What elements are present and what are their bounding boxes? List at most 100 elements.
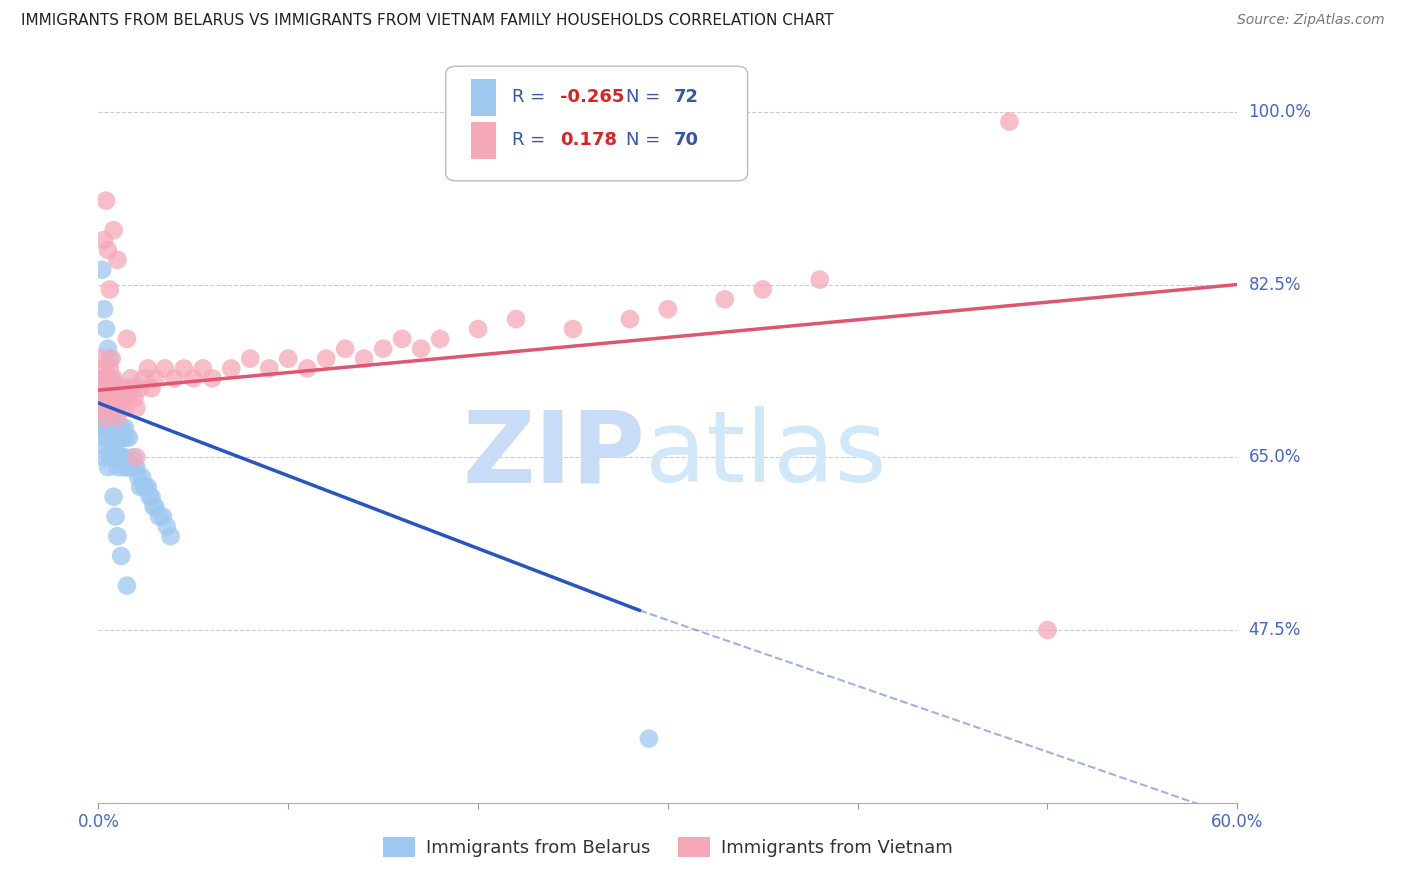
Text: atlas: atlas xyxy=(645,407,887,503)
Point xyxy=(93,450,115,465)
Point xyxy=(138,490,160,504)
Point xyxy=(103,490,125,504)
Point xyxy=(98,283,121,297)
Point xyxy=(118,431,141,445)
Text: N =: N = xyxy=(626,131,665,149)
Point xyxy=(110,549,132,563)
Point xyxy=(94,322,117,336)
Point xyxy=(221,361,243,376)
Point xyxy=(315,351,337,366)
Text: 72: 72 xyxy=(673,88,699,106)
Point xyxy=(94,410,117,425)
Point xyxy=(89,420,111,434)
Text: 100.0%: 100.0% xyxy=(1249,103,1312,120)
Point xyxy=(104,441,127,455)
Point xyxy=(110,450,132,465)
Text: 70: 70 xyxy=(673,131,699,149)
Point xyxy=(93,371,115,385)
Text: IMMIGRANTS FROM BELARUS VS IMMIGRANTS FROM VIETNAM FAMILY HOUSEHOLDS CORRELATION: IMMIGRANTS FROM BELARUS VS IMMIGRANTS FR… xyxy=(21,13,834,29)
Point xyxy=(93,420,115,434)
Point xyxy=(159,529,181,543)
Point xyxy=(104,391,127,405)
Point xyxy=(98,450,121,465)
Point xyxy=(152,509,174,524)
Point xyxy=(114,420,136,434)
Point xyxy=(103,401,125,415)
Point xyxy=(93,401,115,415)
Point xyxy=(98,391,121,405)
Text: 82.5%: 82.5% xyxy=(1249,276,1301,293)
Point xyxy=(108,391,131,405)
Point xyxy=(103,223,125,237)
Point xyxy=(103,450,125,465)
Point xyxy=(100,441,122,455)
Point xyxy=(94,391,117,405)
Point xyxy=(93,302,115,317)
Point xyxy=(120,371,142,385)
Point xyxy=(93,391,115,405)
Point xyxy=(94,410,117,425)
Point xyxy=(136,361,159,376)
Point xyxy=(107,410,129,425)
Point xyxy=(135,480,157,494)
Point xyxy=(94,381,117,395)
Point xyxy=(201,371,224,385)
Point xyxy=(121,450,143,465)
Point xyxy=(100,381,122,395)
Point xyxy=(97,401,120,415)
Point xyxy=(714,293,737,307)
Text: -0.265: -0.265 xyxy=(560,88,624,106)
Point xyxy=(115,431,138,445)
Text: 0.178: 0.178 xyxy=(560,131,617,149)
Point xyxy=(114,450,136,465)
Point xyxy=(91,410,114,425)
Point xyxy=(108,420,131,434)
Point xyxy=(391,332,413,346)
Point xyxy=(505,312,527,326)
Point xyxy=(91,262,114,277)
Point xyxy=(100,351,122,366)
Point xyxy=(125,450,148,465)
Point xyxy=(411,342,433,356)
Point xyxy=(112,460,135,475)
Point xyxy=(118,391,141,405)
Point xyxy=(191,361,214,376)
Point xyxy=(89,381,111,395)
Point xyxy=(100,410,122,425)
Point xyxy=(98,361,121,376)
Point xyxy=(335,342,357,356)
Point xyxy=(93,361,115,376)
Point xyxy=(638,731,661,746)
Point xyxy=(132,371,155,385)
Point xyxy=(153,361,176,376)
Point xyxy=(429,332,451,346)
Point xyxy=(91,371,114,385)
Point xyxy=(104,410,127,425)
Point xyxy=(89,401,111,415)
Point xyxy=(97,460,120,475)
Point xyxy=(107,431,129,445)
Point xyxy=(173,361,195,376)
Point xyxy=(100,371,122,385)
Point xyxy=(619,312,641,326)
Legend: Immigrants from Belarus, Immigrants from Vietnam: Immigrants from Belarus, Immigrants from… xyxy=(375,830,960,864)
Point xyxy=(467,322,489,336)
Point xyxy=(120,460,142,475)
Text: Source: ZipAtlas.com: Source: ZipAtlas.com xyxy=(1237,13,1385,28)
Point xyxy=(752,283,775,297)
Point xyxy=(998,114,1021,128)
Text: R =: R = xyxy=(512,131,551,149)
Point xyxy=(115,381,138,395)
Point xyxy=(89,351,111,366)
Point xyxy=(297,361,319,376)
Point xyxy=(103,420,125,434)
Point xyxy=(121,381,143,395)
Point xyxy=(148,509,170,524)
Point xyxy=(107,381,129,395)
Point xyxy=(107,529,129,543)
Point xyxy=(136,480,159,494)
Text: 47.5%: 47.5% xyxy=(1249,621,1301,639)
Point xyxy=(112,391,135,405)
Point xyxy=(115,332,138,346)
Point xyxy=(125,401,148,415)
